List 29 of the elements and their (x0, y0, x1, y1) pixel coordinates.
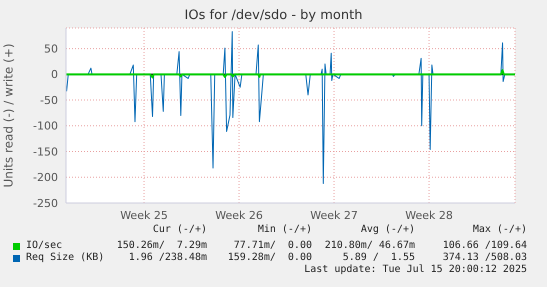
text: 1.96 /238.48m (128, 252, 207, 263)
legend-label: Req Size (KB) (26, 252, 104, 263)
text: Cur (-/+) (152, 224, 207, 235)
y-tick-label: -250 (33, 196, 58, 210)
line-series (66, 69, 515, 78)
text: 374.13 /508.03 (442, 252, 527, 263)
text: 77.71m/ 0.00 (234, 240, 312, 251)
y-tick-label: -200 (33, 171, 58, 184)
text: Max (-/+) (472, 224, 527, 235)
y-tick-label: 0 (51, 68, 58, 82)
y-tick-label: 50 (44, 42, 58, 56)
text: 159.28m/ 0.00 (228, 252, 312, 263)
text: 150.26m/ 7.29m (116, 240, 207, 251)
text: Last update: Tue Jul 15 20:00:12 2025 (304, 264, 527, 275)
text: Avg (-/+) (360, 224, 415, 235)
x-tick-label: Week 26 (215, 208, 263, 222)
y-tick-label: -100 (33, 120, 58, 133)
y-tick-label: -150 (33, 145, 58, 158)
legend-label: IO/sec (26, 240, 62, 251)
text: 106.66 /109.64 (442, 240, 527, 251)
x-tick-label: Week 27 (310, 208, 358, 222)
y-tick-label: -50 (40, 94, 58, 107)
x-tick-label: Week 28 (405, 208, 453, 222)
chart-title: IOs for /dev/sdo - by month (184, 8, 364, 23)
text: Min (-/+) (258, 224, 312, 235)
text: 5.89 / 1.55 (342, 252, 415, 263)
x-tick-label: Week 25 (120, 208, 168, 222)
text: 210.80m/ 46.67m (324, 240, 415, 251)
y-axis-title: Units read (-) / write (+) (1, 43, 16, 188)
